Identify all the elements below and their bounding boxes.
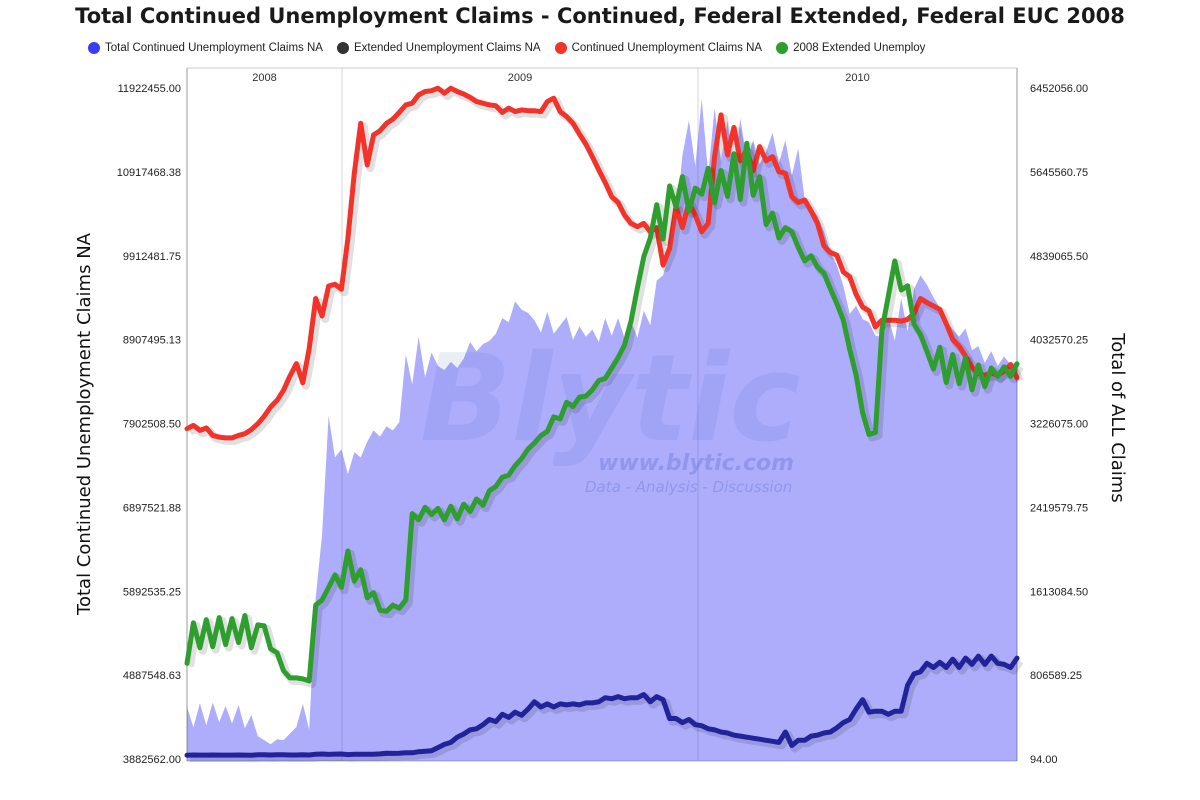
svg-text:Blytic: Blytic	[420, 330, 800, 469]
legend-item-euc-2008[interactable]: 2008 Extended Unemploy	[776, 42, 925, 54]
left-tick-label: 6897521.88	[123, 502, 181, 514]
left-tick-label: 3882562.00	[123, 754, 181, 766]
series-line-euc-2008-shadow	[186, 142, 1024, 688]
left-tick-label: 8907495.13	[123, 335, 181, 347]
svg-text:www.blytic.com: www.blytic.com	[598, 451, 794, 476]
legend-item-total-continued[interactable]: Total Continued Unemployment Claims NA	[88, 42, 323, 54]
year-label-2009: 2009	[508, 72, 532, 84]
series-area-total-continued	[187, 98, 1017, 762]
series-line-extended	[184, 653, 1020, 758]
left-tick-label: 5892535.25	[123, 586, 181, 598]
right-tick-label: 94.00	[1030, 754, 1058, 766]
right-tick-label: 1613084.50	[1030, 586, 1088, 598]
series-line-continued	[184, 85, 1020, 441]
year-label-2008: 2008	[252, 72, 276, 84]
right-tick-label: 4032570.25	[1030, 335, 1088, 347]
watermark: Blytic www.blytic.com Data - Analysis - …	[420, 330, 800, 496]
series-line-euc-2008	[184, 140, 1020, 684]
legend-item-extended[interactable]: Extended Unemployment Claims NA	[336, 42, 541, 54]
y-axis-title-right: Total of ALL Claims	[1107, 332, 1128, 502]
left-tick-label: 9912481.75	[123, 251, 181, 263]
y-axis-title-left: Total Continued Unemployment Claims NA	[74, 232, 95, 616]
legend-label-euc-2008: 2008 Extended Unemploy	[793, 42, 926, 54]
legend-marker-total-continued	[88, 42, 100, 54]
legend-item-continued[interactable]: Continued Unemployment Claims NA	[554, 42, 763, 54]
legend-label-extended: Extended Unemployment Claims NA	[353, 42, 541, 54]
left-tick-label: 7902508.50	[123, 419, 181, 431]
axes-layer: 2008 2009 2010 3882562.00 4887548.63 5892535.…	[117, 72, 1088, 766]
right-tick-label: 2419579.75	[1030, 502, 1088, 514]
right-tick-label: 3226075.00	[1030, 419, 1088, 431]
legend-marker-euc-2008	[776, 42, 789, 54]
right-tick-label: 6452056.00	[1030, 83, 1088, 95]
legend-label-continued: Continued Unemployment Claims NA	[571, 42, 763, 54]
right-tick-label: 5645560.75	[1030, 167, 1088, 179]
left-tick-label: 10917468.38	[117, 167, 181, 179]
chart-title: Total Continued Unemployment Claims - Co…	[75, 4, 1125, 28]
left-tick-label: 4887548.63	[123, 670, 181, 682]
series-line-extended-shadow	[189, 655, 1024, 763]
right-tick-label: 4839065.50	[1030, 251, 1088, 263]
series-layer	[184, 85, 1024, 763]
legend-marker-extended	[336, 42, 349, 54]
legend-label-total-continued: Total Continued Unemployment Claims NA	[105, 42, 323, 54]
legend: Total Continued Unemployment Claims NA E…	[88, 38, 925, 58]
legend-marker-continued	[554, 42, 567, 54]
year-label-2010: 2010	[845, 72, 869, 84]
svg-text:Data - Analysis - Discussion: Data - Analysis - Discussion	[585, 478, 792, 496]
right-tick-label: 806589.25	[1030, 670, 1082, 682]
left-tick-label: 11922455.00	[118, 83, 181, 95]
